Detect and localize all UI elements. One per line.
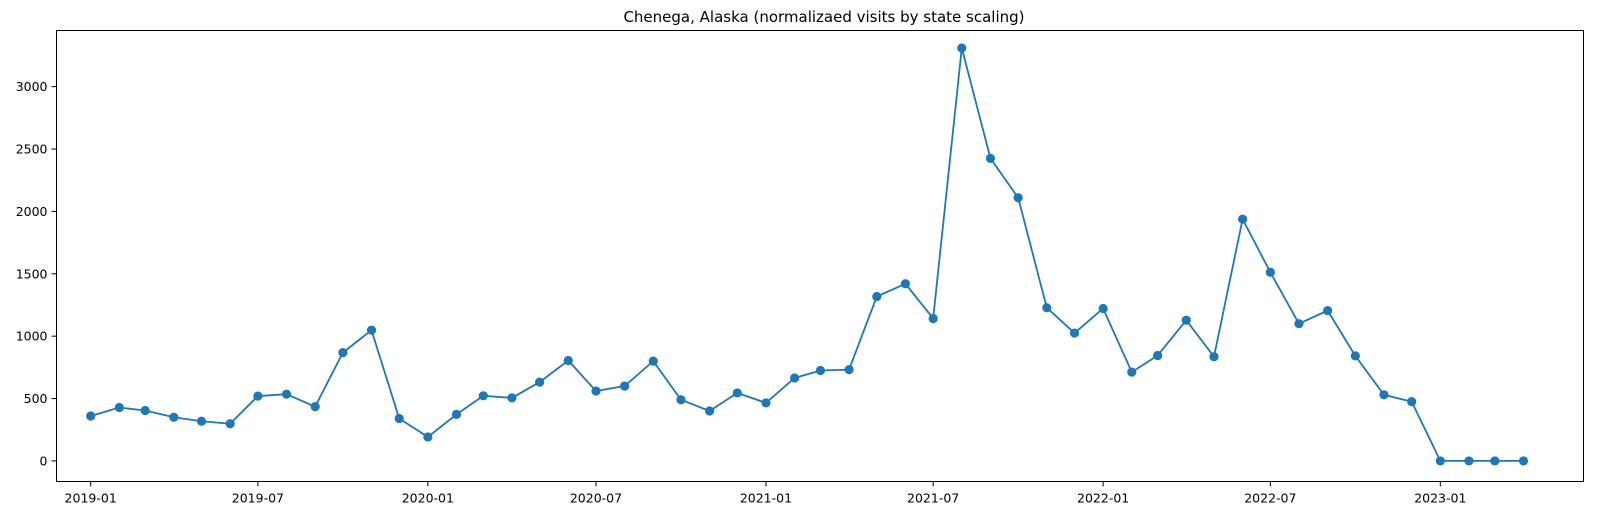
x-tick-label: 2023-01 [1414,491,1466,506]
data-point [1379,390,1389,400]
data-point [815,365,826,376]
data-point [1209,352,1219,362]
data-point [1127,367,1137,377]
data-point [535,377,545,387]
data-point [86,411,96,421]
data-point [1238,214,1248,224]
data-point [985,153,996,163]
data-point [648,356,658,366]
data-point [169,412,179,422]
data-point [140,405,150,416]
data-point [1153,350,1163,361]
data-point [761,398,771,408]
data-point [1069,328,1080,338]
x-tick-label: 2021-07 [907,491,959,506]
x-tick-label: 2019-01 [65,491,117,506]
y-tick-label: 500 [24,391,48,406]
data-point [957,43,967,53]
y-tick-label: 2500 [16,142,48,157]
series-points [86,43,1529,466]
data-point [253,391,263,401]
data-point [872,291,882,302]
data-point [1323,305,1333,316]
data-point [1464,456,1474,466]
data-point [451,409,462,419]
y-tick-label: 3000 [16,79,48,94]
data-point [928,313,938,324]
x-tick-label: 2019-07 [232,491,284,506]
data-point [591,386,601,396]
data-point [423,432,433,442]
data-point [281,389,292,399]
plot-frame [56,30,1584,482]
data-point [1042,303,1052,313]
y-tick-label: 1500 [16,266,48,281]
data-point [394,413,404,424]
data-point [563,355,573,366]
data-point [225,419,235,429]
x-tick-label: 2020-01 [402,491,454,506]
data-point [620,381,630,391]
data-point [1435,456,1445,466]
data-point [676,395,686,405]
x-tick-label: 2022-01 [1077,491,1129,506]
data-point [732,388,742,398]
data-point [478,391,488,401]
data-point [1350,351,1360,361]
data-point [844,364,854,375]
chart-title: Chenega, Alaska (normalizaed visits by s… [623,8,1024,26]
y-axis: 0 500 1000 1500 2000 2500 3000 [16,79,57,468]
y-tick-label: 0 [40,453,48,468]
data-point [1181,315,1191,325]
series-line [90,47,1524,462]
data-point [1294,319,1304,329]
data-point [310,402,320,412]
data-point [366,325,377,335]
x-tick-label: 2021-01 [740,491,792,506]
data-point [1518,456,1529,466]
data-point [196,416,207,426]
data-point [1013,193,1023,203]
data-point [1407,397,1417,407]
data-point [1265,267,1275,277]
x-tick-label: 2020-07 [570,491,622,506]
y-tick-label: 1000 [16,329,48,344]
data-point [1490,456,1500,466]
data-point [114,402,124,413]
data-point [789,373,800,383]
x-axis: 2019-01 2019-07 2020-01 2020-07 2021-01 2021-… [65,481,1466,506]
data-point [705,406,715,416]
data-point [900,279,911,289]
data-point [1098,303,1108,314]
data-point [338,348,348,358]
y-tick-label: 2000 [16,204,48,219]
data-point [507,393,517,403]
x-tick-label: 2022-07 [1244,491,1296,506]
